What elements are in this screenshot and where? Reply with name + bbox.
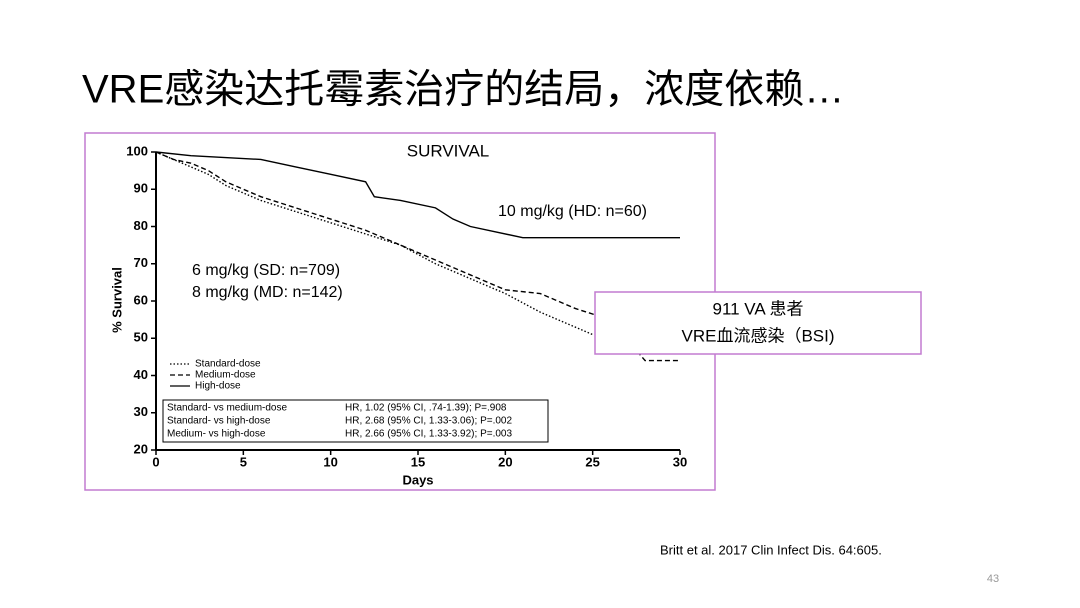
hr-comparison: Standard- vs medium-dose	[167, 403, 287, 414]
hr-comparison: Standard- vs high-dose	[167, 416, 271, 427]
y-axis-label: % Survival	[109, 267, 124, 333]
hr-value: HR, 2.66 (95% CI, 1.33-3.92); P=.003	[345, 429, 512, 440]
legend-label: Standard-dose	[195, 359, 261, 370]
annotation: 8 mg/kg (MD: n=142)	[192, 284, 343, 301]
x-tick-label: 20	[498, 454, 512, 469]
callout-text: VRE血流感染（BSI)	[681, 326, 834, 345]
survival-line	[155, 151, 680, 239]
callout-box	[594, 291, 922, 355]
y-tick-label: 70	[134, 255, 148, 270]
x-tick-label: 10	[323, 454, 337, 469]
x-tick-label: 5	[240, 454, 247, 469]
x-tick-label: 0	[152, 454, 159, 469]
x-tick-label: 25	[585, 454, 599, 469]
hr-value: HR, 1.02 (95% CI, .74-1.39); P=.908	[345, 403, 507, 414]
y-tick-label: 50	[134, 330, 148, 345]
hr-value: HR, 2.68 (95% CI, 1.33-3.06); P=.002	[345, 416, 512, 427]
annotation: 10 mg/kg (HD: n=60)	[498, 203, 647, 220]
y-tick-label: 30	[134, 404, 148, 419]
y-tick-label: 40	[134, 367, 148, 382]
page-number: 43	[987, 573, 999, 585]
x-tick-label: 15	[411, 454, 425, 469]
survival-line	[155, 151, 680, 362]
y-tick-label: 90	[134, 181, 148, 196]
y-tick-label: 80	[134, 218, 148, 233]
hr-table-frame	[162, 399, 549, 443]
legend-label: Medium-dose	[195, 370, 256, 381]
chart-title: SURVIVAL	[407, 141, 490, 160]
survival-line	[155, 151, 593, 336]
plot: 20 30 40 50 60 70 80 90 100 0 5 10 15 20 25 30 Standard-…	[126, 143, 687, 469]
annotation: 6 mg/kg (SD: n=709)	[192, 262, 340, 279]
slide-title: VRE感染达托霉素治疗的结局，浓度依赖…	[82, 68, 844, 112]
citation: Britt et al. 2017 Clin Infect Dis. 64:60…	[660, 542, 882, 557]
callout-text: 911 VA 患者	[712, 299, 803, 318]
legend-label: High-dose	[195, 381, 241, 392]
y-tick-label: 100	[126, 143, 148, 158]
y-tick-label: 20	[134, 441, 148, 456]
y-tick-label: 60	[134, 292, 148, 307]
hr-comparison: Medium- vs high-dose	[167, 429, 266, 440]
x-axis-label: Days	[402, 472, 433, 487]
x-tick-label: 30	[673, 454, 687, 469]
